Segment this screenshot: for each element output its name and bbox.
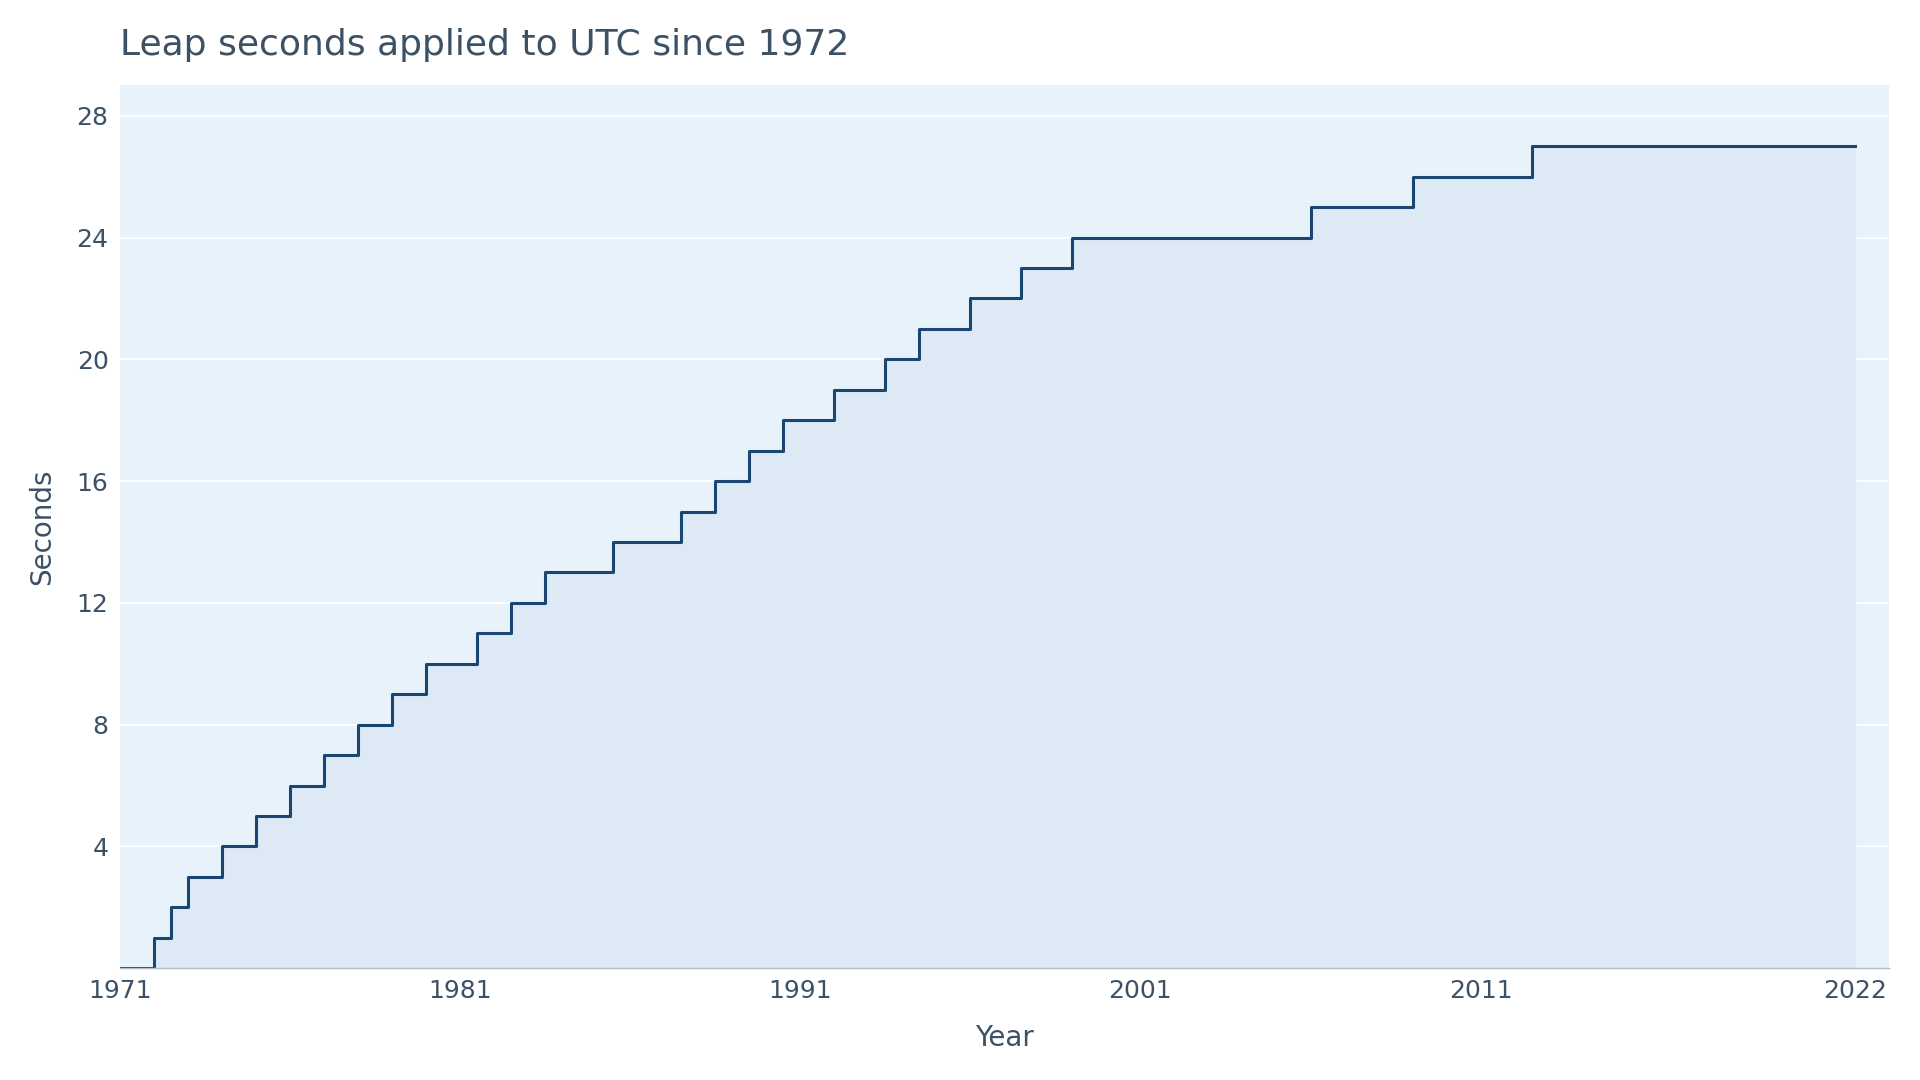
Text: Leap seconds applied to UTC since 1972: Leap seconds applied to UTC since 1972	[119, 28, 849, 62]
X-axis label: Year: Year	[975, 1024, 1033, 1052]
Y-axis label: Seconds: Seconds	[27, 469, 56, 585]
